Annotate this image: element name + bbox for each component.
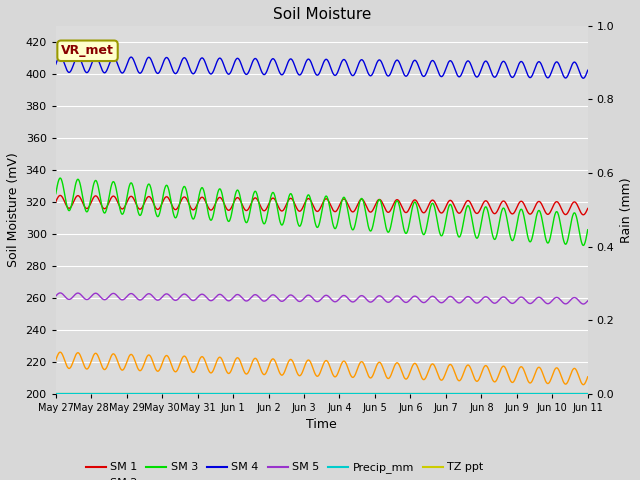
- TZ ppt: [157, 391, 165, 396]
- SM 4: [52, 61, 60, 67]
- SM 2: [56, 349, 64, 355]
- SM 4: [157, 64, 165, 70]
- Y-axis label: Rain (mm): Rain (mm): [620, 177, 633, 242]
- SM 4: [56, 53, 64, 59]
- SM 2: [521, 370, 529, 375]
- SM 3: [157, 202, 165, 207]
- SM 1: [404, 207, 412, 213]
- Precip_mm: [521, 391, 529, 396]
- Legend: SM 1, SM 2, SM 3, SM 4, SM 5, Precip_mm, TZ ppt: SM 1, SM 2, SM 3, SM 4, SM 5, Precip_mm,…: [81, 458, 488, 480]
- SM 1: [52, 199, 60, 204]
- SM 5: [521, 297, 529, 302]
- Line: SM 2: SM 2: [56, 352, 588, 384]
- SM 2: [230, 360, 238, 366]
- SM 4: [584, 67, 591, 73]
- Precip_mm: [170, 391, 178, 396]
- SM 2: [171, 368, 179, 374]
- SM 1: [474, 210, 482, 216]
- SM 1: [579, 212, 587, 218]
- SM 1: [230, 199, 238, 205]
- Line: SM 4: SM 4: [56, 56, 588, 78]
- TZ ppt: [584, 391, 591, 396]
- SM 1: [171, 206, 179, 212]
- SM 4: [521, 64, 529, 70]
- SM 2: [579, 382, 587, 387]
- SM 3: [579, 242, 587, 248]
- TZ ppt: [474, 391, 481, 396]
- SM 4: [579, 75, 587, 81]
- SM 5: [579, 301, 587, 307]
- SM 3: [52, 191, 60, 197]
- Text: VR_met: VR_met: [61, 44, 114, 57]
- Precip_mm: [474, 391, 481, 396]
- SM 3: [404, 225, 412, 231]
- SM 3: [521, 218, 529, 224]
- SM 2: [404, 373, 412, 379]
- SM 1: [56, 192, 64, 198]
- Precip_mm: [52, 391, 60, 396]
- Precip_mm: [230, 391, 237, 396]
- SM 2: [157, 362, 165, 368]
- Y-axis label: Soil Moisture (mV): Soil Moisture (mV): [7, 152, 20, 267]
- SM 2: [52, 357, 60, 363]
- SM 5: [52, 293, 60, 299]
- SM 3: [230, 198, 238, 204]
- Precip_mm: [584, 391, 591, 396]
- SM 2: [474, 378, 482, 384]
- TZ ppt: [404, 391, 412, 396]
- SM 3: [56, 175, 64, 181]
- SM 3: [584, 227, 591, 233]
- SM 3: [171, 214, 179, 220]
- TZ ppt: [52, 391, 60, 396]
- SM 1: [521, 203, 529, 209]
- TZ ppt: [230, 391, 237, 396]
- SM 1: [157, 202, 165, 207]
- SM 4: [404, 71, 412, 76]
- SM 3: [474, 234, 482, 240]
- SM 5: [157, 295, 165, 300]
- SM 5: [584, 298, 591, 304]
- Line: SM 3: SM 3: [56, 178, 588, 245]
- X-axis label: Time: Time: [307, 418, 337, 431]
- SM 4: [474, 73, 482, 79]
- SM 5: [230, 294, 238, 300]
- SM 2: [584, 374, 591, 380]
- Line: SM 1: SM 1: [56, 195, 588, 215]
- SM 5: [404, 299, 412, 304]
- SM 1: [584, 205, 591, 211]
- SM 4: [171, 70, 179, 76]
- SM 4: [230, 61, 238, 67]
- Precip_mm: [157, 391, 165, 396]
- Line: SM 5: SM 5: [56, 293, 588, 304]
- SM 5: [56, 290, 64, 296]
- TZ ppt: [521, 391, 529, 396]
- TZ ppt: [170, 391, 178, 396]
- Title: Soil Moisture: Soil Moisture: [273, 7, 371, 22]
- Precip_mm: [404, 391, 412, 396]
- SM 5: [171, 297, 179, 303]
- SM 5: [474, 300, 482, 306]
